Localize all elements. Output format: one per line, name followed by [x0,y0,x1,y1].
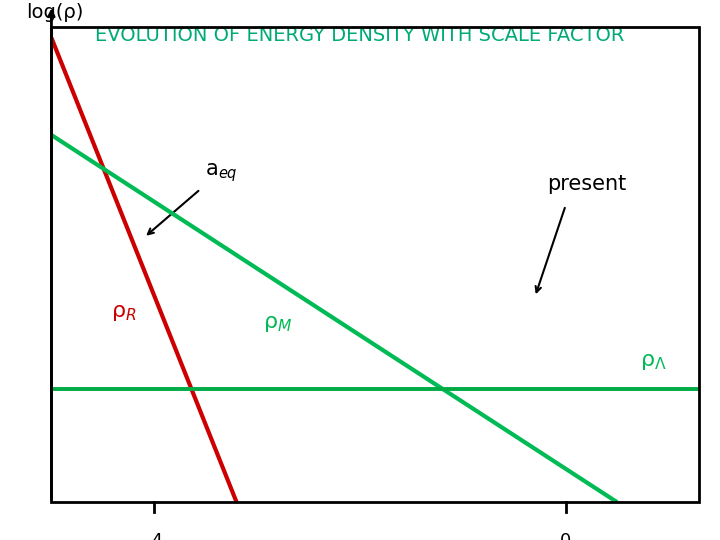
Text: a$_{eq}$: a$_{eq}$ [204,161,238,184]
Bar [51,27,699,502]
Text: -4: -4 [145,532,163,540]
Text: EVOLUTION OF ENERGY DENSITY WITH SCALE FACTOR: EVOLUTION OF ENERGY DENSITY WITH SCALE F… [95,25,625,45]
Text: present: present [546,173,626,194]
Text: ρ$_R$: ρ$_R$ [111,303,136,323]
Text: log(ρ): log(ρ) [26,3,83,22]
Text: ρ$_M$: ρ$_M$ [263,314,292,334]
Text: ρ$_Λ$: ρ$_Λ$ [640,352,667,372]
Text: 0: 0 [560,532,572,540]
